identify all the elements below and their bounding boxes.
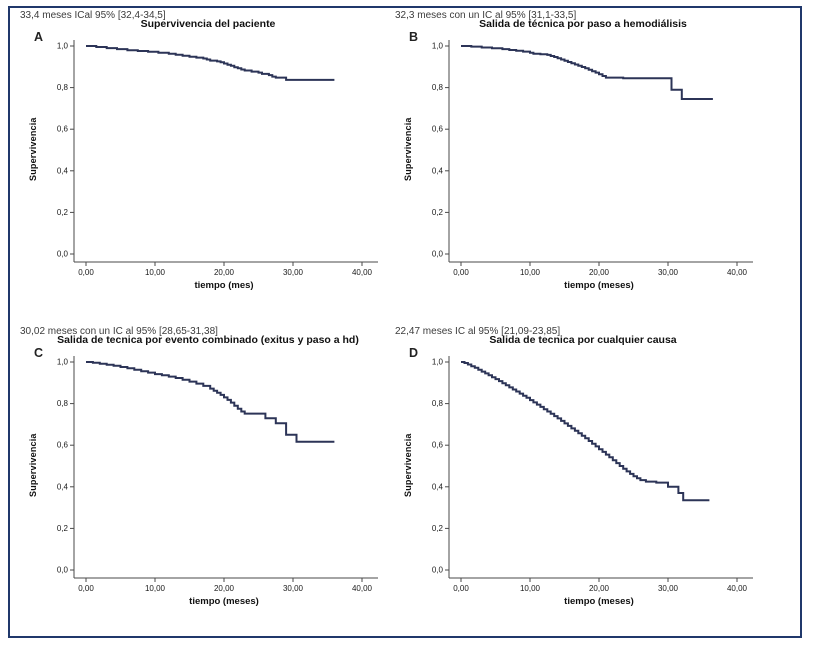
x-axis-label: tiempo (meses) (564, 280, 634, 291)
median-annotation: 30,02 meses con un IC al 95% [28,65-31,3… (20, 326, 218, 337)
svg-text:0,00: 0,00 (453, 268, 469, 277)
svg-text:0,00: 0,00 (78, 268, 94, 277)
panel-c: C Salida de tecnica por evento combinado… (20, 326, 395, 642)
svg-text:0,0: 0,0 (432, 566, 444, 575)
panel-letter: A (34, 30, 44, 44)
svg-text:0,00: 0,00 (78, 584, 94, 593)
svg-text:1,0: 1,0 (432, 42, 444, 51)
svg-text:0,4: 0,4 (57, 482, 69, 491)
svg-text:30,00: 30,00 (283, 268, 304, 277)
panel-title: Salida de técnica por paso a hemodiálisi… (479, 18, 687, 30)
km-panels-grid: A Supervivencia del paciente Supervivenc… (20, 10, 790, 642)
km-plot: 1,0 0,8 0,6 0,4 0,2 0,0 0,00 10,00 20,00 30,00 40,… (57, 40, 378, 277)
svg-text:0,2: 0,2 (57, 524, 69, 533)
svg-text:1,0: 1,0 (432, 358, 444, 367)
panel-title: Salida de tecnica por evento combinado (… (57, 334, 359, 346)
svg-text:10,00: 10,00 (520, 584, 541, 593)
svg-text:0,8: 0,8 (432, 399, 444, 408)
svg-text:0,8: 0,8 (57, 83, 69, 92)
svg-text:0,4: 0,4 (432, 166, 444, 175)
svg-text:0,2: 0,2 (57, 208, 69, 217)
km-plot: 1,0 0,8 0,6 0,4 0,2 0,0 0,00 10,00 20,00 30,00 40,… (432, 356, 753, 593)
svg-text:20,00: 20,00 (589, 268, 610, 277)
svg-text:0,8: 0,8 (432, 83, 444, 92)
svg-text:1,0: 1,0 (57, 42, 69, 51)
svg-text:0,2: 0,2 (432, 524, 444, 533)
svg-text:0,0: 0,0 (432, 250, 444, 259)
svg-text:30,00: 30,00 (658, 268, 679, 277)
svg-text:40,00: 40,00 (352, 584, 373, 593)
figure-frame (8, 6, 802, 638)
svg-text:40,00: 40,00 (727, 584, 748, 593)
svg-text:0,6: 0,6 (57, 125, 69, 134)
panel-letter: C (34, 346, 44, 360)
median-annotation: 33,4 meses ICal 95% [32,4-34,5] (20, 10, 166, 21)
x-axis-label: tiempo (mes) (194, 280, 254, 291)
km-plot: 1,0 0,8 0,6 0,4 0,2 0,0 0,00 10,00 20,00 30,00 40,… (432, 40, 753, 277)
svg-text:0,6: 0,6 (432, 441, 444, 450)
panel-d: D Salida de tecnica por cualquier causa … (395, 326, 790, 642)
svg-text:0,4: 0,4 (432, 482, 444, 491)
svg-text:40,00: 40,00 (352, 268, 373, 277)
median-annotation: 32,3 meses con un IC al 95% [31,1-33,5] (395, 10, 577, 21)
svg-text:10,00: 10,00 (145, 584, 166, 593)
km-plot: 1,0 0,8 0,6 0,4 0,2 0,0 0,00 10,00 20,00 30,00 40,… (57, 356, 378, 593)
svg-text:0,6: 0,6 (57, 441, 69, 450)
svg-text:20,00: 20,00 (589, 584, 610, 593)
svg-text:40,00: 40,00 (727, 268, 748, 277)
svg-text:10,00: 10,00 (520, 268, 541, 277)
panel-title: Salida de tecnica por cualquier causa (489, 334, 677, 346)
svg-text:0,8: 0,8 (57, 399, 69, 408)
svg-text:0,00: 0,00 (453, 584, 469, 593)
x-axis-label: tiempo (meses) (189, 596, 259, 607)
svg-text:0,0: 0,0 (57, 566, 69, 575)
svg-text:0,0: 0,0 (57, 250, 69, 259)
svg-text:10,00: 10,00 (145, 268, 166, 277)
panel-title: Supervivencia del paciente (140, 18, 276, 30)
svg-text:0,6: 0,6 (432, 125, 444, 134)
median-annotation: 22,47 meses IC al 95% [21,09-23,85] (395, 326, 561, 337)
svg-text:30,00: 30,00 (658, 584, 679, 593)
svg-text:0,2: 0,2 (432, 208, 444, 217)
svg-text:0,4: 0,4 (57, 166, 69, 175)
svg-text:20,00: 20,00 (214, 268, 235, 277)
svg-text:1,0: 1,0 (57, 358, 69, 367)
x-axis-label: tiempo (meses) (564, 596, 634, 607)
panel-a: A Supervivencia del paciente Supervivenc… (20, 10, 395, 326)
svg-text:30,00: 30,00 (283, 584, 304, 593)
panel-letter: B (409, 30, 419, 44)
panel-letter: D (409, 346, 419, 360)
svg-text:20,00: 20,00 (214, 584, 235, 593)
panel-b: B Salida de técnica por paso a hemodiáli… (395, 10, 790, 326)
